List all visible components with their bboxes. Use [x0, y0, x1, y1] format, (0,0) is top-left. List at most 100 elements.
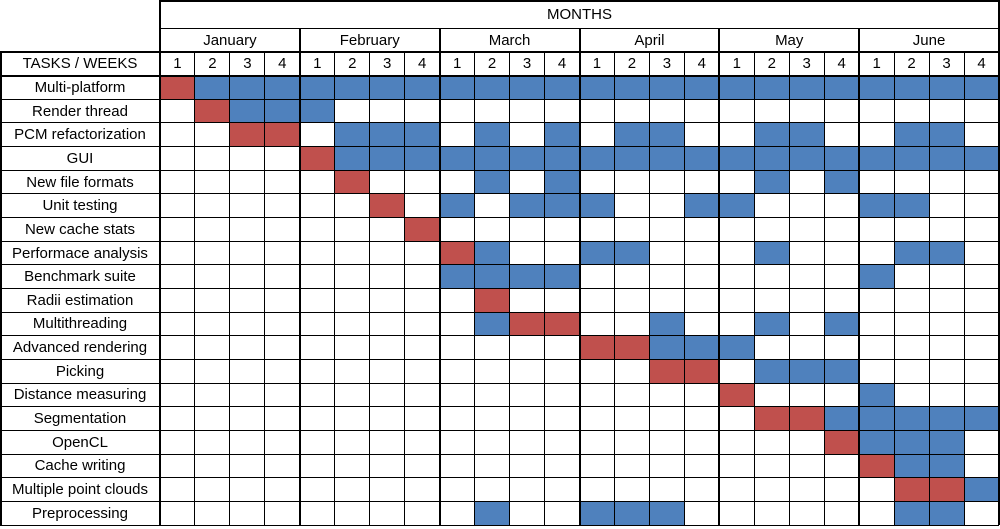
week-number: 2	[767, 55, 776, 73]
task-cell-secondary	[474, 146, 510, 171]
task-cell-primary	[439, 241, 475, 265]
month-label: March	[488, 31, 531, 49]
task-cell-primary	[824, 430, 860, 455]
task-cell-primary	[719, 383, 755, 407]
grid-line	[0, 51, 999, 53]
task-cell-secondary	[474, 75, 510, 100]
task-cell-primary	[614, 335, 650, 360]
grid-line	[788, 52, 790, 525]
task-cell-secondary	[544, 146, 580, 171]
grid-line	[0, 335, 999, 337]
grid-line	[544, 52, 546, 525]
task-cell-secondary	[334, 75, 370, 100]
grid-line	[509, 52, 511, 525]
task-cell-secondary	[649, 501, 685, 525]
task-cell-secondary	[894, 75, 930, 100]
grid-line	[0, 193, 999, 195]
task-name: Render thread	[32, 102, 128, 120]
task-name: Distance measuring	[13, 386, 147, 404]
task-cell-secondary	[754, 75, 790, 100]
task-name: GUI	[66, 149, 94, 167]
task-cell-primary	[334, 170, 370, 194]
task-cell-secondary	[824, 146, 860, 171]
task-name: Multithreading	[32, 315, 128, 333]
week-number: 2	[208, 55, 217, 73]
task-cell-secondary	[964, 477, 999, 502]
task-cell-secondary	[754, 312, 790, 336]
week-number: 1	[452, 55, 462, 73]
task-name: Benchmark suite	[24, 268, 136, 286]
week-number: 2	[348, 55, 357, 73]
task-cell-secondary	[824, 312, 860, 336]
task-cell-primary	[684, 359, 720, 384]
task-cell-secondary	[964, 75, 999, 100]
week-number: 1	[173, 55, 182, 73]
task-cell-secondary	[579, 146, 615, 171]
grid-line	[718, 28, 721, 525]
task-cell-primary	[194, 99, 230, 123]
task-cell-secondary	[929, 454, 965, 478]
task-cell-primary	[859, 454, 895, 478]
task-cell-primary	[929, 477, 965, 502]
task-cell-secondary	[754, 241, 790, 265]
task-cell-secondary	[894, 501, 930, 525]
task-cell-primary	[754, 406, 790, 431]
task-cell-secondary	[754, 122, 790, 147]
task-cell-primary	[369, 193, 405, 218]
task-cell-primary	[789, 406, 825, 431]
week-number: 4	[278, 55, 287, 73]
task-cell-secondary	[404, 75, 440, 100]
task-cell-secondary	[299, 75, 335, 100]
task-name: Performace analysis	[12, 244, 148, 262]
task-cell-secondary	[649, 122, 685, 147]
grid-line	[998, 0, 1000, 525]
task-cell-secondary	[474, 170, 510, 194]
task-cell-secondary	[439, 146, 475, 171]
grid-line	[753, 52, 755, 525]
task-cell-secondary	[579, 501, 615, 525]
grid-line	[0, 500, 999, 502]
task-cell-secondary	[754, 359, 790, 384]
grid-line	[0, 74, 999, 77]
task-cell-secondary	[684, 193, 720, 218]
task-cell-secondary	[334, 146, 370, 171]
task-cell-primary	[649, 359, 685, 384]
task-cell-secondary	[264, 75, 300, 100]
task-cell-secondary	[894, 146, 930, 171]
task-cell-secondary	[229, 75, 265, 100]
week-number: 3	[802, 55, 811, 73]
task-cell-secondary	[194, 75, 230, 100]
task-cell-secondary	[474, 122, 510, 147]
grid-line	[0, 52, 2, 525]
grid-line	[0, 453, 999, 455]
task-name: Preprocessing	[32, 504, 128, 522]
task-cell-secondary	[894, 454, 930, 478]
task-cell-secondary	[544, 170, 580, 194]
task-name: Picking	[55, 362, 105, 380]
week-number: 1	[313, 55, 322, 73]
task-cell-secondary	[894, 406, 930, 431]
task-cell-secondary	[894, 122, 930, 147]
task-cell-secondary	[719, 193, 755, 218]
grid-line	[0, 122, 999, 124]
task-cell-secondary	[474, 264, 510, 289]
task-cell-secondary	[404, 122, 440, 147]
task-cell-secondary	[894, 193, 930, 218]
grid-line	[298, 28, 301, 525]
week-number: 3	[942, 55, 951, 73]
task-cell-secondary	[929, 75, 965, 100]
grid-line	[0, 382, 999, 384]
task-cell-primary	[160, 75, 195, 100]
grid-line	[613, 52, 615, 525]
week-number: 4	[837, 55, 846, 73]
task-cell-secondary	[964, 146, 999, 171]
grid-line	[0, 406, 999, 408]
task-cell-secondary	[789, 359, 825, 384]
task-cell-secondary	[649, 335, 685, 360]
task-cell-secondary	[789, 146, 825, 171]
grid-line	[474, 52, 476, 525]
grid-line	[963, 52, 965, 525]
task-cell-secondary	[859, 383, 895, 407]
week-number: 1	[872, 55, 881, 73]
task-cell-secondary	[509, 264, 545, 289]
